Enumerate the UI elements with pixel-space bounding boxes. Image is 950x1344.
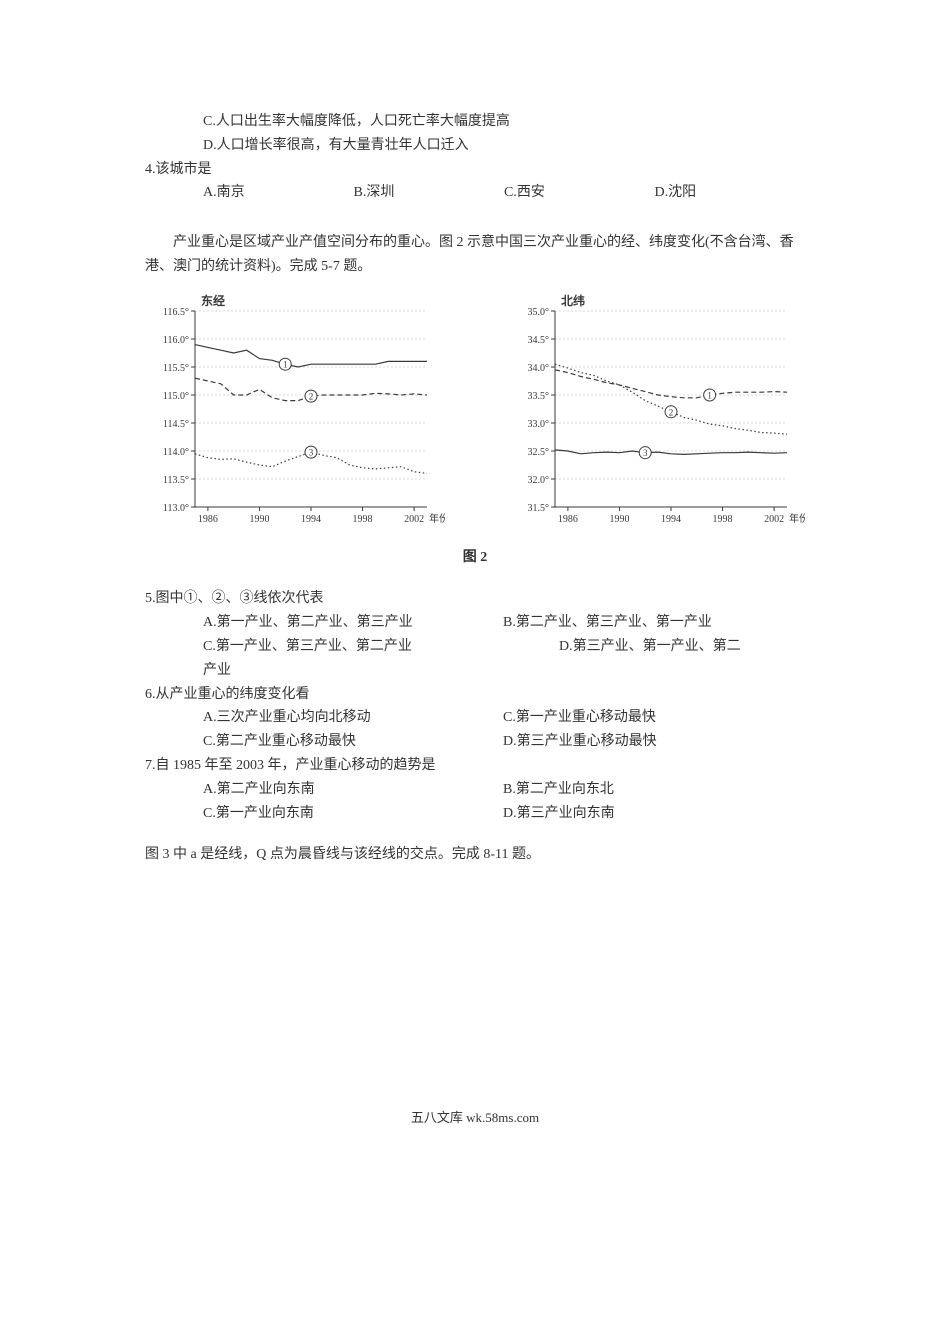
q4-d: D.沈阳 [655, 181, 806, 205]
svg-text:1994: 1994 [301, 514, 321, 525]
svg-text:1998: 1998 [713, 514, 733, 525]
q4-c: C.西安 [504, 181, 655, 205]
q7-row1: A.第二产业向东南 B.第二产业向东北 [145, 778, 805, 802]
q7-b: B.第二产业向东北 [503, 778, 805, 802]
svg-text:116.5°: 116.5° [163, 307, 189, 318]
svg-text:1994: 1994 [661, 514, 681, 525]
svg-text:2002: 2002 [404, 514, 424, 525]
page-body: C.人口出生率大幅度降低，人口死亡率大幅度提高 D.人口增长率很高，有大量青壮年… [0, 0, 950, 1189]
figure-2: 东经113.0°113.5°114.0°114.5°115.0°115.5°11… [145, 289, 805, 538]
q5-d: D.第三产业、第一产业、第二 [503, 635, 805, 659]
svg-text:113.5°: 113.5° [163, 475, 189, 486]
q7-a: A.第二产业向东南 [145, 778, 503, 802]
svg-text:1986: 1986 [558, 514, 578, 525]
svg-text:2: 2 [669, 407, 674, 417]
q7-d: D.第三产业向东南 [503, 802, 805, 826]
svg-text:2: 2 [309, 391, 314, 401]
q6-row1: A.三次产业重心均向北移动 C.第一产业重心移动最快 [145, 706, 805, 730]
svg-text:年份: 年份 [429, 512, 445, 525]
svg-text:113.0°: 113.0° [163, 503, 189, 514]
svg-text:115.5°: 115.5° [163, 363, 189, 374]
q5-c: C.第一产业、第三产业、第二产业 [145, 635, 503, 659]
q6-c: C.第二产业重心移动最快 [145, 730, 503, 754]
chart-longitude: 东经113.0°113.5°114.0°114.5°115.0°115.5°11… [145, 289, 445, 538]
svg-text:1990: 1990 [249, 514, 269, 525]
svg-text:1998: 1998 [353, 514, 373, 525]
q5-row1: A.第一产业、第二产业、第三产业 B.第二产业、第三产业、第一产业 [145, 611, 805, 635]
svg-text:33.5°: 33.5° [528, 391, 550, 402]
q6-a: A.三次产业重心均向北移动 [145, 706, 503, 730]
svg-text:35.0°: 35.0° [528, 307, 550, 318]
q6-row2: C.第二产业重心移动最快 D.第三产业重心移动最快 [145, 730, 805, 754]
passage-2: 产业重心是区域产业产值空间分布的重心。图 2 示意中国三次产业重心的经、纬度变化… [145, 231, 805, 279]
svg-text:北纬: 北纬 [561, 293, 585, 308]
svg-text:33.0°: 33.0° [528, 419, 550, 430]
passage-3: 图 3 中 a 是经线，Q 点为晨昏线与该经线的交点。完成 8-11 题。 [145, 843, 805, 867]
q5-b: B.第二产业、第三产业、第一产业 [503, 611, 805, 635]
q4-a: A.南京 [203, 181, 354, 205]
svg-text:3: 3 [309, 447, 314, 457]
svg-text:32.5°: 32.5° [528, 447, 550, 458]
q-prev-option-c: C.人口出生率大幅度降低，人口死亡率大幅度提高 [145, 110, 805, 134]
svg-text:114.0°: 114.0° [163, 447, 189, 458]
chart-latitude: 北纬 31.5° 32.0° 32.5° 33.0° 33.5° 34.0° 34.5° 35.… [505, 289, 805, 538]
svg-text:34.0°: 34.0° [528, 363, 550, 374]
svg-text:1: 1 [283, 359, 288, 369]
q7-stem: 7.自 1985 年至 2003 年，产业重心移动的趋势是 [145, 754, 805, 778]
figure-2-caption: 图 2 [145, 546, 805, 570]
q6-stem: 6.从产业重心的纬度变化看 [145, 683, 805, 707]
q7-c: C.第一产业向东南 [145, 802, 503, 826]
q6-d: D.第三产业重心移动最快 [503, 730, 805, 754]
svg-text:1990: 1990 [609, 514, 629, 525]
page-footer: 五八文库 wk.58ms.com [145, 1107, 805, 1129]
q5-a: A.第一产业、第二产业、第三产业 [145, 611, 503, 635]
svg-text:32.0°: 32.0° [528, 475, 550, 486]
svg-text:东经: 东经 [201, 293, 225, 308]
q5-stem: 5.图中①、②、③线依次代表 [145, 587, 805, 611]
q6-b: C.第一产业重心移动最快 [503, 706, 805, 730]
svg-text:1986: 1986 [198, 514, 218, 525]
svg-text:116.0°: 116.0° [163, 335, 189, 346]
svg-text:年份: 年份 [789, 512, 805, 525]
q4-stem: 4.该城市是 [145, 158, 805, 182]
q-prev-option-d: D.人口增长率很高，有大量青壮年人口迁入 [145, 134, 805, 158]
svg-text:31.5°: 31.5° [528, 503, 550, 514]
q7-row2: C.第一产业向东南 D.第三产业向东南 [145, 802, 805, 826]
q4-options: A.南京 B.深圳 C.西安 D.沈阳 [145, 181, 805, 205]
q5-d-tail: 产业 [145, 659, 805, 683]
svg-text:1: 1 [707, 390, 712, 400]
q4-b: B.深圳 [354, 181, 505, 205]
svg-text:34.5°: 34.5° [528, 335, 550, 346]
svg-text:2002: 2002 [764, 514, 784, 525]
svg-text:114.5°: 114.5° [163, 419, 189, 430]
q5-row2: C.第一产业、第三产业、第二产业 D.第三产业、第一产业、第二 [145, 635, 805, 659]
svg-text:115.0°: 115.0° [163, 391, 189, 402]
svg-text:3: 3 [643, 448, 648, 458]
